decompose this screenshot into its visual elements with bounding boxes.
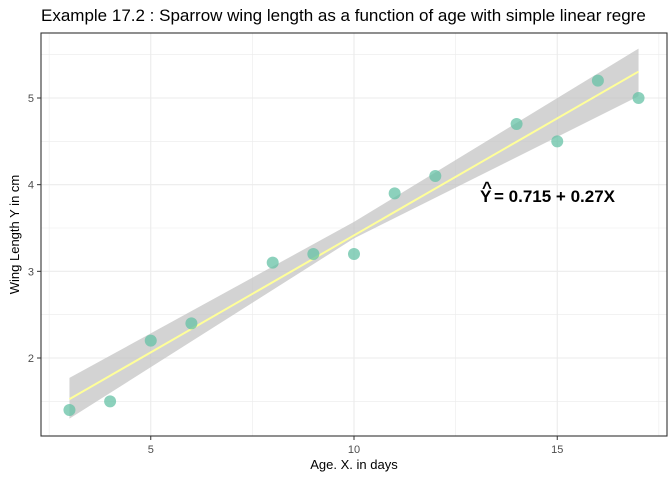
y-tick-label: 4 [28, 180, 34, 192]
data-point [591, 74, 604, 87]
data-point [510, 118, 523, 130]
data-point [266, 256, 279, 269]
data-point [348, 248, 360, 260]
regression-line [68, 70, 640, 401]
data-point [307, 248, 320, 260]
y-tick-label: 3 [28, 266, 34, 278]
data-point [429, 170, 442, 182]
chart-title: Example 17.2 : Sparrow wing length as a … [41, 6, 646, 25]
data-point [63, 404, 76, 416]
data-point [144, 334, 157, 347]
data-points [63, 74, 645, 416]
data-point [551, 135, 564, 148]
data-point [388, 187, 401, 200]
data-point [185, 317, 198, 330]
confidence-band [69, 48, 639, 419]
y-tick-label: 2 [28, 353, 34, 365]
x-axis-title: Age. X. in days [310, 457, 398, 472]
data-point [632, 92, 645, 104]
data-point [104, 395, 117, 408]
y-axis-title: Wing Length Y in cm [7, 175, 22, 294]
y-axis-ticks: 2 3 4 5 [28, 93, 41, 365]
regression-equation: = 0.715 + 0.27X [494, 187, 616, 206]
x-tick-label: 15 [551, 444, 563, 456]
equation-hat: ^ [482, 178, 492, 197]
y-tick-label: 5 [28, 93, 34, 105]
equation-symbol: Y [480, 187, 492, 206]
x-tick-label: 5 [148, 444, 154, 456]
x-tick-label: 10 [348, 444, 360, 456]
x-axis-ticks: 5 10 15 [148, 436, 563, 456]
